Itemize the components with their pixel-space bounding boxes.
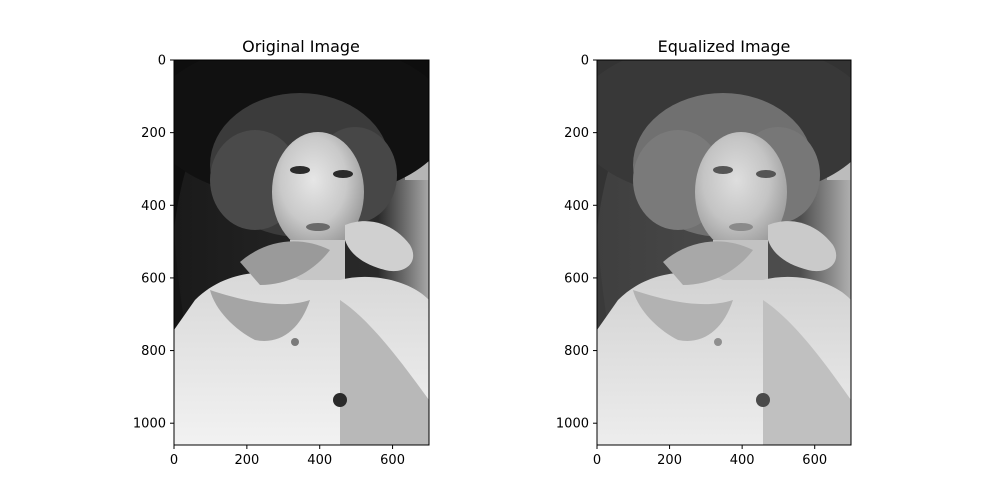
y-tick-label: 800: [141, 344, 166, 359]
panel-title-original: Original Image: [242, 37, 360, 56]
x-tick-label: 400: [730, 453, 755, 468]
y-tick-label: 600: [141, 271, 166, 286]
y-ticks-original: 0 200 400 600 800 1000: [133, 54, 174, 432]
panel-original: Original Image: [133, 37, 430, 468]
y-tick-label: 200: [564, 126, 589, 141]
y-tick-label: 1000: [133, 417, 166, 432]
panel-title-equalized: Equalized Image: [658, 37, 791, 56]
x-tick-label: 400: [307, 453, 332, 468]
y-tick-label: 0: [158, 54, 166, 69]
x-tick-label: 200: [234, 453, 259, 468]
portrait-image-original: [174, 60, 429, 445]
y-tick-label: 1000: [556, 417, 589, 432]
y-tick-label: 0: [581, 54, 589, 69]
y-tick-label: 400: [141, 199, 166, 214]
x-ticks-original: 0 200 400 600: [170, 445, 405, 468]
y-tick-label: 200: [141, 126, 166, 141]
portrait-image-equalized: [597, 60, 851, 445]
x-ticks-equalized: 0 200 400 600: [593, 445, 827, 468]
y-tick-label: 600: [564, 271, 589, 286]
x-tick-label: 600: [380, 453, 405, 468]
panel-equalized: Equalized Image 0 200 400 600 800 1000 0: [556, 37, 852, 468]
y-tick-label: 800: [564, 344, 589, 359]
x-tick-label: 600: [802, 453, 827, 468]
y-ticks-equalized: 0 200 400 600 800 1000: [556, 54, 597, 432]
axes-frame-original: [173, 59, 430, 446]
x-tick-label: 0: [593, 453, 601, 468]
x-tick-label: 0: [170, 453, 178, 468]
x-tick-label: 200: [657, 453, 682, 468]
y-tick-label: 400: [564, 199, 589, 214]
axes-frame-equalized: [596, 59, 852, 446]
